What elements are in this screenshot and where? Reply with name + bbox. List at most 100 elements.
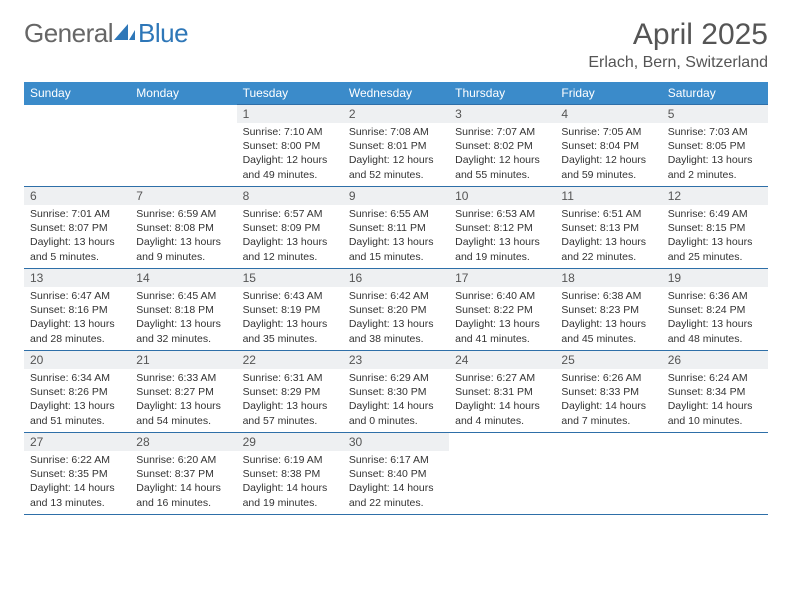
calendar-cell: 29Sunrise: 6:19 AMSunset: 8:38 PMDayligh… bbox=[237, 433, 343, 515]
calendar-cell: 8Sunrise: 6:57 AMSunset: 8:09 PMDaylight… bbox=[237, 187, 343, 269]
calendar-cell: 18Sunrise: 6:38 AMSunset: 8:23 PMDayligh… bbox=[555, 269, 661, 351]
day-number: 12 bbox=[662, 187, 768, 205]
calendar-cell: 16Sunrise: 6:42 AMSunset: 8:20 PMDayligh… bbox=[343, 269, 449, 351]
day-details: Sunrise: 6:24 AMSunset: 8:34 PMDaylight:… bbox=[662, 369, 768, 432]
day-number: 1 bbox=[237, 105, 343, 123]
day-number: 11 bbox=[555, 187, 661, 205]
day-number: 18 bbox=[555, 269, 661, 287]
calendar-cell: 28Sunrise: 6:20 AMSunset: 8:37 PMDayligh… bbox=[130, 433, 236, 515]
weekday-header: Thursday bbox=[449, 82, 555, 105]
day-details: Sunrise: 6:51 AMSunset: 8:13 PMDaylight:… bbox=[555, 205, 661, 268]
day-details: Sunrise: 6:22 AMSunset: 8:35 PMDaylight:… bbox=[24, 451, 130, 514]
weekday-header: Saturday bbox=[662, 82, 768, 105]
day-details: Sunrise: 6:38 AMSunset: 8:23 PMDaylight:… bbox=[555, 287, 661, 350]
day-details: Sunrise: 6:36 AMSunset: 8:24 PMDaylight:… bbox=[662, 287, 768, 350]
day-number: 25 bbox=[555, 351, 661, 369]
day-number: 19 bbox=[662, 269, 768, 287]
calendar-cell: 5Sunrise: 7:03 AMSunset: 8:05 PMDaylight… bbox=[662, 105, 768, 187]
day-number: 3 bbox=[449, 105, 555, 123]
logo-text-blue: Blue bbox=[138, 18, 188, 49]
calendar-table: SundayMondayTuesdayWednesdayThursdayFrid… bbox=[24, 82, 768, 515]
logo-text-general: General bbox=[24, 18, 113, 49]
day-number: 8 bbox=[237, 187, 343, 205]
calendar-cell: 20Sunrise: 6:34 AMSunset: 8:26 PMDayligh… bbox=[24, 351, 130, 433]
day-number: 13 bbox=[24, 269, 130, 287]
calendar-cell: 1Sunrise: 7:10 AMSunset: 8:00 PMDaylight… bbox=[237, 105, 343, 187]
day-details: Sunrise: 6:47 AMSunset: 8:16 PMDaylight:… bbox=[24, 287, 130, 350]
calendar-cell: 10Sunrise: 6:53 AMSunset: 8:12 PMDayligh… bbox=[449, 187, 555, 269]
day-details: Sunrise: 6:20 AMSunset: 8:37 PMDaylight:… bbox=[130, 451, 236, 514]
calendar-cell: 7Sunrise: 6:59 AMSunset: 8:08 PMDaylight… bbox=[130, 187, 236, 269]
day-number: 28 bbox=[130, 433, 236, 451]
day-number: 20 bbox=[24, 351, 130, 369]
day-details: Sunrise: 7:07 AMSunset: 8:02 PMDaylight:… bbox=[449, 123, 555, 186]
day-number: 15 bbox=[237, 269, 343, 287]
calendar-cell: 26Sunrise: 6:24 AMSunset: 8:34 PMDayligh… bbox=[662, 351, 768, 433]
day-number: 14 bbox=[130, 269, 236, 287]
day-details: Sunrise: 7:10 AMSunset: 8:00 PMDaylight:… bbox=[237, 123, 343, 186]
calendar-cell: 6Sunrise: 7:01 AMSunset: 8:07 PMDaylight… bbox=[24, 187, 130, 269]
day-number: 5 bbox=[662, 105, 768, 123]
calendar-cell: 23Sunrise: 6:29 AMSunset: 8:30 PMDayligh… bbox=[343, 351, 449, 433]
calendar-cell: 13Sunrise: 6:47 AMSunset: 8:16 PMDayligh… bbox=[24, 269, 130, 351]
day-number: 4 bbox=[555, 105, 661, 123]
location: Erlach, Bern, Switzerland bbox=[588, 54, 768, 72]
calendar-body: 1Sunrise: 7:10 AMSunset: 8:00 PMDaylight… bbox=[24, 105, 768, 515]
calendar-cell: 2Sunrise: 7:08 AMSunset: 8:01 PMDaylight… bbox=[343, 105, 449, 187]
weekday-header: Wednesday bbox=[343, 82, 449, 105]
day-details: Sunrise: 6:34 AMSunset: 8:26 PMDaylight:… bbox=[24, 369, 130, 432]
day-number: 23 bbox=[343, 351, 449, 369]
calendar-cell: 27Sunrise: 6:22 AMSunset: 8:35 PMDayligh… bbox=[24, 433, 130, 515]
day-details: Sunrise: 6:27 AMSunset: 8:31 PMDaylight:… bbox=[449, 369, 555, 432]
calendar-cell: 14Sunrise: 6:45 AMSunset: 8:18 PMDayligh… bbox=[130, 269, 236, 351]
calendar-cell: 24Sunrise: 6:27 AMSunset: 8:31 PMDayligh… bbox=[449, 351, 555, 433]
day-number: 24 bbox=[449, 351, 555, 369]
day-number: 21 bbox=[130, 351, 236, 369]
day-details: Sunrise: 7:05 AMSunset: 8:04 PMDaylight:… bbox=[555, 123, 661, 186]
calendar-cell bbox=[130, 105, 236, 187]
weekday-header: Friday bbox=[555, 82, 661, 105]
calendar-cell bbox=[24, 105, 130, 187]
calendar-cell: 21Sunrise: 6:33 AMSunset: 8:27 PMDayligh… bbox=[130, 351, 236, 433]
day-number: 17 bbox=[449, 269, 555, 287]
calendar-head: SundayMondayTuesdayWednesdayThursdayFrid… bbox=[24, 82, 768, 105]
weekday-header: Tuesday bbox=[237, 82, 343, 105]
weekday-header: Sunday bbox=[24, 82, 130, 105]
day-details: Sunrise: 7:08 AMSunset: 8:01 PMDaylight:… bbox=[343, 123, 449, 186]
calendar-cell: 25Sunrise: 6:26 AMSunset: 8:33 PMDayligh… bbox=[555, 351, 661, 433]
day-number: 6 bbox=[24, 187, 130, 205]
day-details: Sunrise: 6:17 AMSunset: 8:40 PMDaylight:… bbox=[343, 451, 449, 514]
day-details: Sunrise: 6:26 AMSunset: 8:33 PMDaylight:… bbox=[555, 369, 661, 432]
calendar-cell: 17Sunrise: 6:40 AMSunset: 8:22 PMDayligh… bbox=[449, 269, 555, 351]
calendar-cell: 19Sunrise: 6:36 AMSunset: 8:24 PMDayligh… bbox=[662, 269, 768, 351]
day-number: 27 bbox=[24, 433, 130, 451]
day-number: 16 bbox=[343, 269, 449, 287]
day-details: Sunrise: 7:01 AMSunset: 8:07 PMDaylight:… bbox=[24, 205, 130, 268]
calendar-cell bbox=[449, 433, 555, 515]
header: General Blue April 2025 Erlach, Bern, Sw… bbox=[24, 18, 768, 72]
day-details: Sunrise: 6:31 AMSunset: 8:29 PMDaylight:… bbox=[237, 369, 343, 432]
day-number: 22 bbox=[237, 351, 343, 369]
calendar-cell: 15Sunrise: 6:43 AMSunset: 8:19 PMDayligh… bbox=[237, 269, 343, 351]
day-details: Sunrise: 6:40 AMSunset: 8:22 PMDaylight:… bbox=[449, 287, 555, 350]
day-details: Sunrise: 6:43 AMSunset: 8:19 PMDaylight:… bbox=[237, 287, 343, 350]
day-details: Sunrise: 7:03 AMSunset: 8:05 PMDaylight:… bbox=[662, 123, 768, 186]
weekday-header: Monday bbox=[130, 82, 236, 105]
month-title: April 2025 bbox=[588, 18, 768, 52]
calendar-cell bbox=[555, 433, 661, 515]
calendar-cell: 3Sunrise: 7:07 AMSunset: 8:02 PMDaylight… bbox=[449, 105, 555, 187]
calendar-cell: 9Sunrise: 6:55 AMSunset: 8:11 PMDaylight… bbox=[343, 187, 449, 269]
logo-sail-icon bbox=[114, 18, 136, 49]
day-details: Sunrise: 6:49 AMSunset: 8:15 PMDaylight:… bbox=[662, 205, 768, 268]
day-number: 9 bbox=[343, 187, 449, 205]
logo: General Blue bbox=[24, 18, 188, 49]
day-details: Sunrise: 6:45 AMSunset: 8:18 PMDaylight:… bbox=[130, 287, 236, 350]
day-number: 2 bbox=[343, 105, 449, 123]
day-details: Sunrise: 6:53 AMSunset: 8:12 PMDaylight:… bbox=[449, 205, 555, 268]
day-number: 10 bbox=[449, 187, 555, 205]
calendar-cell: 22Sunrise: 6:31 AMSunset: 8:29 PMDayligh… bbox=[237, 351, 343, 433]
calendar-cell: 30Sunrise: 6:17 AMSunset: 8:40 PMDayligh… bbox=[343, 433, 449, 515]
day-details: Sunrise: 6:19 AMSunset: 8:38 PMDaylight:… bbox=[237, 451, 343, 514]
calendar-cell: 12Sunrise: 6:49 AMSunset: 8:15 PMDayligh… bbox=[662, 187, 768, 269]
day-details: Sunrise: 6:55 AMSunset: 8:11 PMDaylight:… bbox=[343, 205, 449, 268]
